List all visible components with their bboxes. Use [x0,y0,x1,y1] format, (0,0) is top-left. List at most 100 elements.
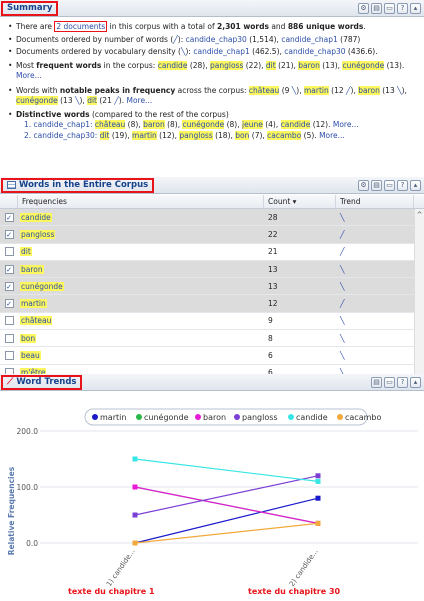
row-checkbox[interactable] [4,316,14,326]
term-link[interactable]: baron [20,264,44,274]
table-row[interactable]: beau 6 ╲ [0,347,424,365]
term-link[interactable]: candide [20,212,52,222]
data-point-martin[interactable] [315,495,321,501]
term-link[interactable]: m'être [20,368,47,375]
row-checkbox[interactable]: ✓ [4,264,14,274]
collapse-icon[interactable]: ▴ [410,180,421,191]
documents-link[interactable]: 2 documents [54,21,108,32]
window-icon[interactable]: ▭ [384,180,395,191]
grid-header: Words in the Entire Corpus ⚙ ▤ ▭ ? ▴ [0,177,424,194]
row-checkbox[interactable]: ✓ [4,212,14,222]
help-icon[interactable]: ? [397,377,408,388]
legend-label-cacambo[interactable]: cacambo [345,413,381,422]
term-link[interactable]: bon [20,333,37,343]
row-checkbox[interactable]: ✓ [4,299,14,309]
data-point-candide[interactable] [315,478,321,484]
table-row[interactable]: ✓ martin 12 ╱ [0,295,424,313]
help-icon[interactable]: ? [397,180,408,191]
row-checkbox[interactable] [4,333,14,343]
row-checkbox[interactable] [4,351,14,361]
more-link[interactable]: More... [319,130,345,140]
term-link[interactable]: cunégonde [20,281,64,291]
select-column-header[interactable] [0,195,18,208]
word-link[interactable]: cunégonde [182,120,225,129]
word-link[interactable]: pangloss [210,60,244,70]
gear-icon[interactable]: ⚙ [358,3,369,14]
table-row[interactable]: ✓ cunégonde 13 ╲ [0,278,424,296]
save-icon[interactable]: ▤ [371,377,382,388]
word-link[interactable]: cacambo [267,130,302,140]
collapse-icon[interactable]: ▴ [410,3,421,14]
data-point-cacambo[interactable] [315,520,321,526]
data-point-candide[interactable] [132,456,138,462]
word-link[interactable]: château [248,85,280,95]
term-cell: baron [18,264,264,274]
doc-link[interactable]: candide_chap1 [193,47,250,56]
window-icon[interactable]: ▭ [384,3,395,14]
row-checkbox[interactable] [4,247,14,257]
word-link[interactable]: pangloss [179,130,213,140]
collapse-icon[interactable]: ▴ [410,377,421,388]
legend-label-candide[interactable]: candide [296,413,328,422]
term-link[interactable]: dit [20,247,32,257]
help-icon[interactable]: ? [397,3,408,14]
table-row[interactable]: ✓ candide 28 ╲ [0,209,424,227]
more-link[interactable]: More... [332,120,359,129]
legend-label-baron[interactable]: baron [203,413,226,422]
word-link[interactable]: candide [157,60,188,70]
word-link[interactable]: baron [143,120,165,129]
data-point-baron[interactable] [132,484,138,490]
doc-link[interactable]: candide_chap30 [185,34,247,44]
word-link[interactable]: dit [265,60,276,70]
save-icon[interactable]: ▤ [371,180,382,191]
doc-link[interactable]: 2. candide_chap30: [24,130,100,140]
legend-label-pangloss[interactable]: pangloss [242,413,278,422]
row-checkbox-cell: ✓ [0,281,18,291]
table-row[interactable]: bon 8 ╲ [0,330,424,348]
table-row[interactable]: ✓ pangloss 22 ╱ [0,226,424,244]
word-link[interactable]: bon [235,130,250,140]
legend-label-cunégonde[interactable]: cunégonde [144,412,189,422]
word-link[interactable]: dit [99,130,110,140]
word-link[interactable]: martin [304,85,329,95]
word-link[interactable]: cunégonde [16,96,58,105]
word-link[interactable]: château [94,120,126,129]
doc-link[interactable]: 1. candide_chap1: [24,120,95,129]
gridlines: 200.0 100.0 0.0 [17,427,418,548]
term-cell: m'être [18,368,264,375]
term-link[interactable]: beau [20,351,41,361]
term-link[interactable]: château [20,316,53,326]
row-checkbox[interactable] [4,368,14,375]
word-link[interactable]: candide [280,120,311,129]
grid-scrollbar[interactable]: ^ [414,209,424,375]
gear-icon[interactable]: ⚙ [358,180,369,191]
table-row[interactable]: m'être 6 ╲ [0,365,424,375]
word-link[interactable]: dit [87,96,97,105]
more-link[interactable]: More... [126,96,153,105]
word-link[interactable]: baron [358,85,380,95]
table-row[interactable]: château 9 ╲ [0,313,424,331]
row-checkbox[interactable]: ✓ [4,281,14,291]
word-link[interactable]: jeune [242,120,263,129]
legend-label-martin[interactable]: martin [100,413,126,422]
doc-link[interactable]: candide_chap30 [284,47,346,56]
term-link[interactable]: pangloss [20,229,56,239]
table-row[interactable]: dit 21 ╱ [0,244,424,261]
window-icon[interactable]: ▭ [384,377,395,388]
column-header-trend[interactable]: Trend [336,195,414,208]
row-checkbox[interactable]: ✓ [4,229,14,239]
table-row[interactable]: ✓ baron 13 ╲ [0,260,424,279]
word-link[interactable]: martin [132,130,157,140]
column-header-term[interactable]: Frequencies [18,195,264,208]
word-link[interactable]: cunégonde [342,60,385,70]
column-header-count[interactable]: Count ▾ [264,195,336,208]
data-point-pangloss[interactable] [315,473,321,479]
term-link[interactable]: martin [20,299,47,309]
word-link[interactable]: baron [298,60,320,70]
more-link[interactable]: More... [16,71,42,80]
scroll-up-icon[interactable]: ^ [416,211,423,219]
data-point-cacambo[interactable] [132,540,138,546]
doc-link[interactable]: candide_chap1 [281,34,338,44]
data-point-pangloss[interactable] [132,512,138,518]
save-icon[interactable]: ▤ [371,3,382,14]
